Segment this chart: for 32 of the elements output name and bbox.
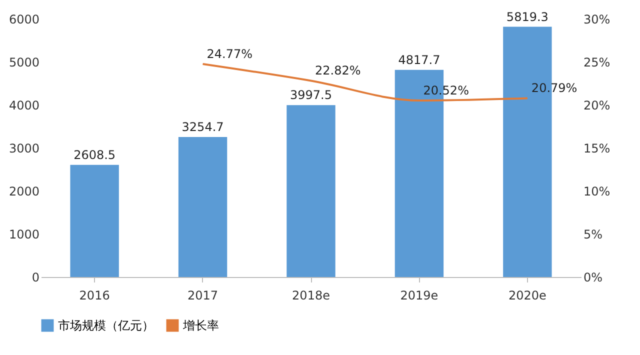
y-tick-label: 1000 xyxy=(8,228,40,242)
x-tick-label: 2019e xyxy=(400,288,438,302)
y-tick-label: 0 xyxy=(32,270,40,284)
bar xyxy=(286,105,336,277)
data-label: 2608.5 xyxy=(74,148,116,162)
x-tick-label: 2020e xyxy=(508,288,546,302)
x-tick-label: 2017 xyxy=(188,288,218,302)
y2-tick-label: 25% xyxy=(584,56,610,70)
data-label: 24.77% xyxy=(206,46,253,61)
y2-tick-label: 10% xyxy=(584,184,610,198)
x-tick-label: 2018e xyxy=(292,288,330,302)
line-series xyxy=(202,62,528,102)
data-label: 5819.3 xyxy=(506,10,548,24)
y-tick-label: 2000 xyxy=(8,184,40,198)
legend-label: 市场规模（亿元） xyxy=(58,318,154,333)
data-label: 22.82% xyxy=(315,64,361,78)
data-label: 3254.7 xyxy=(182,120,224,134)
y2-tick-label: 5% xyxy=(584,228,603,242)
bar xyxy=(178,137,228,277)
y2-tick-label: 0% xyxy=(584,270,603,284)
y-tick-label: 5000 xyxy=(8,56,40,70)
y2-tick-label: 15% xyxy=(584,142,610,156)
y-tick-label: 6000 xyxy=(8,12,40,26)
legend-label: 增长率 xyxy=(182,318,219,333)
x-tick-label: 2016 xyxy=(79,288,110,302)
bar xyxy=(70,164,119,277)
y-tick-label: 4000 xyxy=(8,98,40,112)
y2-tick-label: 20% xyxy=(584,98,610,112)
y-tick-label: 3000 xyxy=(8,142,40,156)
data-label: 3997.5 xyxy=(290,88,332,102)
y2-tick-label: 30% xyxy=(584,12,610,26)
data-label: 4817.7 xyxy=(398,52,440,67)
